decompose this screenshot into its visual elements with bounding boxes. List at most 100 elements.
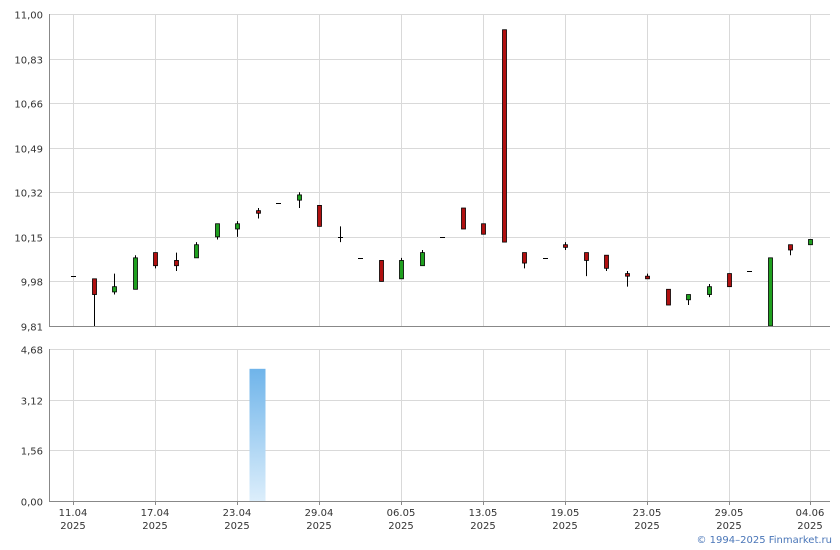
x-tick-date-label: 13.05 [469,508,498,519]
candle-body [604,254,609,269]
candle [358,258,363,259]
price-y-tick-label: 9,98 [21,278,43,289]
candle [399,257,404,280]
volume-y-tick-label: 3,12 [21,397,43,408]
candle-body [235,223,240,230]
candle-body [808,239,813,246]
candle-body [461,207,466,230]
volume-bar [249,368,266,501]
candle-body [317,204,322,227]
candle [215,223,220,240]
candle-body [133,257,138,290]
candle-body [194,244,199,259]
x-tick-year-label: 2025 [60,521,85,532]
candlestick-series [71,29,813,327]
x-tick-year-label: 2025 [470,521,495,532]
candle [788,244,793,256]
candle-body [215,223,220,238]
candle [768,257,773,327]
candle-body [112,286,117,293]
volume-series [249,368,266,501]
candle [133,255,138,290]
x-tick-date-label: 06.05 [387,508,416,519]
price-grid: 9,81 9,98 10,15 10,32 10,49 10,66 10,83 11,00 [14,11,830,334]
candle-body [92,278,97,295]
candle [625,270,630,287]
candle [481,223,486,235]
x-tick-date-label: 23.04 [223,508,252,519]
candle [604,254,609,271]
x-tick-year-label: 2025 [306,521,331,532]
candle [235,221,240,237]
price-y-tick-label: 10,32 [14,189,43,200]
x-axis: 11.04 2025 17.04 2025 23.04 2025 29.04 2025 06.0… [59,14,824,532]
candle-body [788,244,793,251]
x-tick-year-label: 2025 [142,521,167,532]
x-tick-year-label: 2025 [224,521,249,532]
candle [808,239,813,246]
candle-body [645,275,650,280]
volume-y-tick-label: 1,56 [21,447,43,458]
x-tick-year-label: 2025 [388,521,413,532]
candle [727,273,732,288]
price-y-tick-label: 9,81 [21,323,43,334]
candle-body [727,273,732,288]
candle-body [153,252,158,267]
candle [502,29,507,243]
price-y-tick-label: 10,49 [14,145,43,156]
x-tick-date-label: 11.04 [59,508,88,519]
price-y-tick-label: 10,66 [14,100,43,111]
candle [194,242,199,259]
price-y-tick-label: 11,00 [14,11,43,22]
candle [686,294,691,306]
volume-y-tick-label: 4,68 [21,346,43,357]
candle [707,284,712,298]
candle-body [399,260,404,280]
x-tick-year-label: 2025 [716,521,741,532]
candle [297,192,302,209]
candle-body [297,194,302,201]
x-tick-year-label: 2025 [552,521,577,532]
candle-body [256,210,261,214]
candle-body [174,260,179,267]
candle [563,242,568,250]
x-tick-date-label: 17.04 [141,508,170,519]
candle [174,252,179,271]
candle [461,207,466,230]
candle-body [686,294,691,301]
copyright-credit[interactable]: © 1994–2025 Finmarket.ru [696,535,832,546]
candle-body [666,288,671,306]
candle [440,237,445,238]
candle [645,273,650,280]
candle-body [768,257,773,327]
candle [276,203,281,204]
candle-body [625,273,630,277]
candle-body [481,223,486,235]
candle-body [379,260,384,282]
x-tick-date-label: 29.05 [715,508,744,519]
candle-body [522,252,527,264]
candle [317,204,322,227]
candle [112,273,117,295]
candle [420,249,425,267]
volume-grid: 0,00 1,56 3,12 4,68 [21,346,830,509]
axes-frame [49,14,830,502]
candle [666,288,671,306]
candle-body [584,252,589,261]
candle [379,260,384,282]
candle-body [502,29,507,243]
candle [584,252,589,277]
candle [92,278,97,326]
volume-y-tick-label: 0,00 [21,498,43,509]
candle [338,226,343,243]
x-tick-year-label: 2025 [797,521,822,532]
x-tick-date-label: 19.05 [551,508,580,519]
x-tick-year-label: 2025 [634,521,659,532]
price-y-tick-label: 10,15 [14,234,43,245]
candle [256,208,261,219]
x-tick-date-label: 23.05 [633,508,662,519]
price-y-tick-label: 10,83 [14,56,43,67]
candle-body [420,252,425,267]
candle-body [707,286,712,295]
